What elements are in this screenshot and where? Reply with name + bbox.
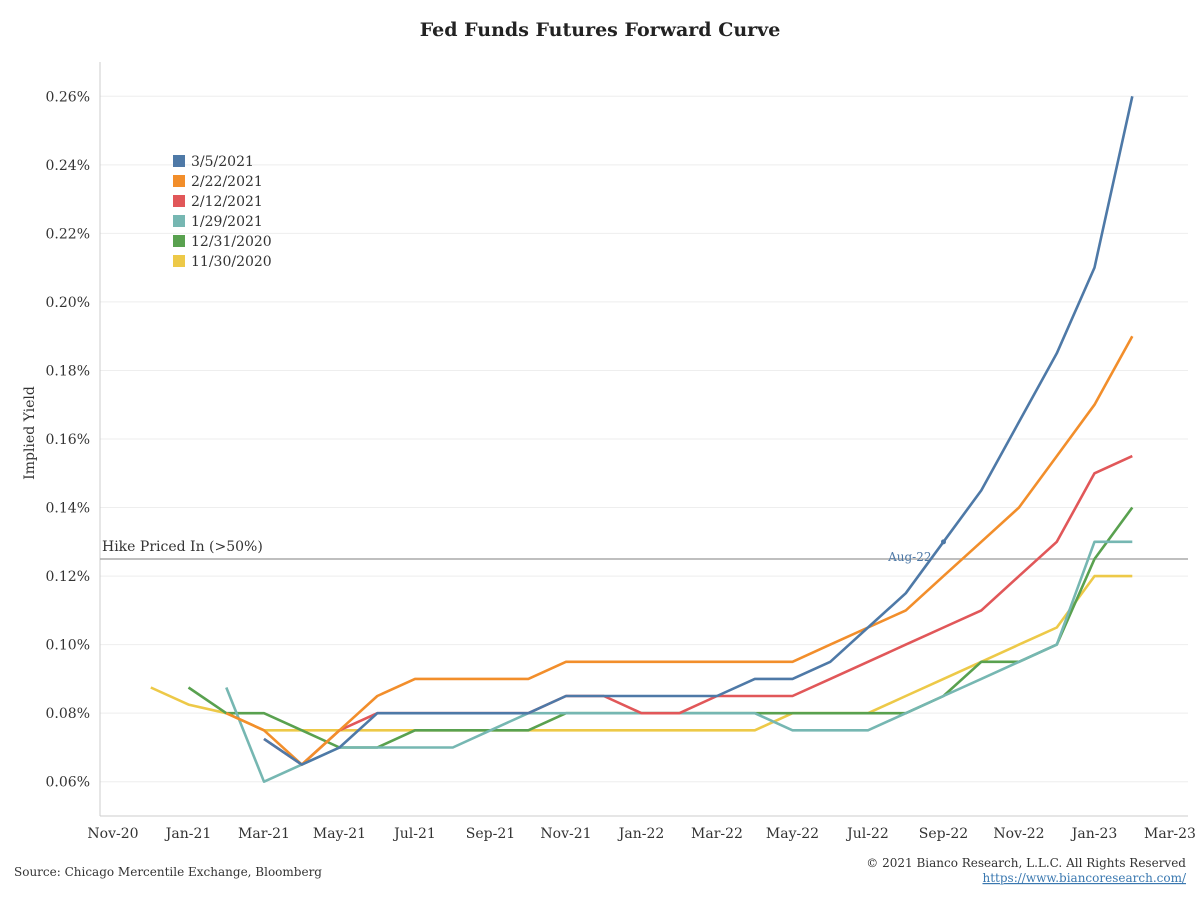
x-tick-label: Mar-21 (238, 826, 290, 842)
point-annotation: Aug-22 (887, 539, 946, 564)
legend: 3/5/2021 2/22/2021 2/12/2021 1/29/2021 12/31… (173, 154, 272, 270)
source-note: Source: Chicago Mercentile Exchange, Blo… (14, 865, 322, 879)
legend-label: 12/31/2020 (191, 234, 272, 250)
legend-label: 2/22/2021 (191, 174, 263, 190)
y-tick-label: 0.14% (46, 501, 90, 517)
x-tick-label: Nov-21 (540, 826, 591, 842)
x-tick-label: Jul-22 (845, 826, 889, 842)
x-tick-label: Jan-21 (164, 826, 212, 842)
reference-line-group: Hike Priced In (>50%) (100, 539, 1188, 560)
y-tick-label: 0.10% (46, 638, 90, 654)
chart-title: Fed Funds Futures Forward Curve (420, 19, 781, 41)
legend-swatch (173, 155, 185, 167)
x-tick-label: Jan-23 (1070, 826, 1118, 842)
y-tick-label: 0.26% (46, 89, 90, 105)
legend-label: 3/5/2021 (191, 154, 254, 170)
series-line-2-12-2021 (263, 454, 1133, 766)
y-tick-label: 0.20% (46, 295, 90, 311)
legend-swatch (173, 195, 185, 207)
y-tick-label: 0.16% (46, 432, 90, 448)
x-tick-label: Mar-22 (691, 826, 743, 842)
reference-line-label: Hike Priced In (>50%) (102, 539, 263, 555)
series-lines (150, 96, 1134, 783)
legend-label: 1/29/2021 (191, 214, 263, 230)
x-tick-label: Sep-22 (919, 826, 968, 842)
legend-swatch (173, 255, 185, 267)
y-tick-label: 0.18% (46, 363, 90, 379)
x-tick-labels: Nov-20 Jan-21 Mar-21 May-21 Jul-21 Sep-21 Nov-… (87, 826, 1196, 842)
legend-label: 2/12/2021 (191, 194, 263, 210)
legend-swatch (173, 235, 185, 247)
x-tick-label: Nov-20 (87, 826, 138, 842)
x-tick-label: May-22 (766, 826, 819, 842)
website-link[interactable]: https://www.biancoresearch.com/ (982, 871, 1186, 885)
y-tick-label: 0.22% (46, 226, 90, 242)
y-tick-label: 0.08% (46, 706, 90, 722)
copyright-note: © 2021 Bianco Research, L.L.C. All Right… (866, 856, 1186, 870)
gridlines (100, 95, 1188, 783)
legend-label: 11/30/2020 (191, 254, 272, 270)
y-tick-label: 0.12% (46, 569, 90, 585)
x-tick-label: Nov-22 (993, 826, 1044, 842)
series-line-3-5-2021 (263, 96, 1134, 766)
y-tick-label: 0.24% (46, 158, 90, 174)
y-tick-label: 0.06% (46, 775, 90, 791)
annotation-label: Aug-22 (887, 550, 931, 564)
series-line-12-31-2020 (187, 506, 1134, 749)
x-tick-label: Mar-23 (1144, 826, 1196, 842)
x-tick-label: Sep-21 (466, 826, 515, 842)
series-line-2-22-2021 (225, 335, 1134, 766)
legend-swatch (173, 175, 185, 187)
annotation-marker (941, 539, 946, 545)
series-line-11-30-2020 (150, 574, 1133, 732)
x-tick-label: Jan-22 (617, 826, 665, 842)
x-tick-label: May-21 (313, 826, 366, 842)
x-tick-label: Jul-21 (392, 826, 436, 842)
y-axis-label: Implied Yield (22, 386, 38, 480)
y-tick-labels: 0.06% 0.08% 0.10% 0.12% 0.14% 0.16% 0.18% 0.20%… (46, 89, 90, 790)
legend-swatch (173, 215, 185, 227)
